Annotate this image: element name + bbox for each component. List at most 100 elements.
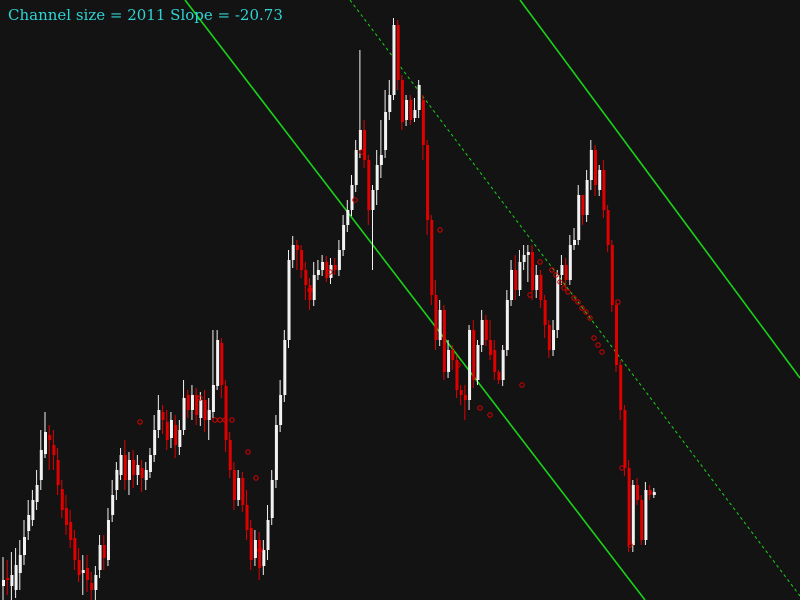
candle-body (421, 100, 425, 145)
candle-body (157, 410, 161, 430)
candle (556, 270, 560, 338)
candle (384, 90, 388, 158)
candle-body (102, 545, 106, 558)
circle-marker (627, 542, 633, 548)
candle (153, 415, 157, 462)
candle-body (161, 412, 165, 420)
candles-layer (2, 18, 656, 600)
candle-body (64, 508, 68, 525)
candle (312, 262, 316, 306)
candle-body (283, 340, 287, 395)
candle (115, 462, 119, 500)
candle-body (18, 555, 22, 573)
circle-marker (222, 417, 228, 423)
candle-body (211, 385, 215, 412)
candle-body (552, 330, 556, 350)
candle (283, 330, 287, 402)
candle (245, 490, 249, 540)
candle (501, 345, 505, 386)
candle (77, 548, 81, 582)
candle (195, 388, 199, 425)
candle (606, 205, 610, 252)
candle (174, 415, 178, 458)
candle (308, 278, 312, 310)
circle-marker (197, 395, 203, 401)
candle-body (132, 460, 136, 475)
candle (216, 330, 220, 390)
candle-body (228, 440, 232, 470)
candle (547, 320, 551, 358)
candle (333, 258, 337, 275)
candle-body (451, 350, 455, 360)
candle-body (90, 583, 94, 590)
candle (241, 472, 245, 512)
channel-lines-layer (184, 0, 800, 600)
candle (220, 338, 224, 398)
candle (497, 370, 501, 384)
candle-body (539, 275, 543, 300)
candle (249, 520, 253, 570)
candle-body (531, 252, 535, 290)
circle-marker (487, 412, 493, 418)
candle-body (270, 480, 274, 518)
candle-body (56, 460, 60, 485)
candle-body (363, 130, 367, 160)
circle-marker (477, 405, 483, 411)
candle (321, 255, 325, 276)
candle-body (573, 240, 577, 245)
candle-body (182, 398, 186, 430)
candle (573, 228, 577, 250)
candle-body (195, 395, 199, 415)
candle-body (333, 265, 337, 270)
candle (274, 415, 278, 488)
candle-body (22, 537, 26, 555)
candle-body (623, 410, 627, 468)
candle-body (497, 372, 501, 380)
circle-marker (615, 299, 621, 305)
candle (510, 260, 514, 306)
candle-body (463, 395, 467, 400)
candle (577, 185, 581, 245)
candle-body (174, 425, 178, 445)
candle (535, 265, 539, 298)
candle-body (31, 500, 35, 520)
circle-marker (217, 417, 223, 423)
candle-body (190, 395, 194, 410)
candle (132, 450, 136, 488)
candle (442, 305, 446, 380)
candle-body (266, 520, 270, 550)
candle-body (652, 492, 656, 495)
candle-body (501, 350, 505, 380)
candle (14, 548, 18, 598)
candle-body (148, 455, 152, 472)
candle (610, 240, 614, 312)
candle-body (199, 400, 203, 418)
circle-marker (137, 419, 143, 425)
candle-body (409, 100, 413, 120)
candle-body (489, 340, 493, 355)
candle-body (274, 425, 278, 480)
candle-body (493, 350, 497, 372)
candle-body (510, 270, 514, 300)
candle (417, 80, 421, 118)
candle (430, 215, 434, 305)
candle-body (312, 275, 316, 300)
circle-marker (549, 267, 555, 273)
candle-body (111, 495, 115, 515)
candle (480, 310, 484, 352)
candle-body (543, 300, 547, 325)
candle-body (568, 245, 572, 280)
candle-body (400, 80, 404, 122)
circle-marker (352, 197, 358, 203)
candle-body (392, 25, 396, 95)
candle-body (468, 330, 472, 400)
candle (287, 250, 291, 348)
candle (392, 18, 396, 100)
candle (127, 452, 131, 495)
candle (493, 340, 497, 380)
candle-body (442, 310, 446, 372)
candle-body (69, 522, 73, 540)
candle (451, 345, 455, 370)
candle-body (291, 245, 295, 260)
